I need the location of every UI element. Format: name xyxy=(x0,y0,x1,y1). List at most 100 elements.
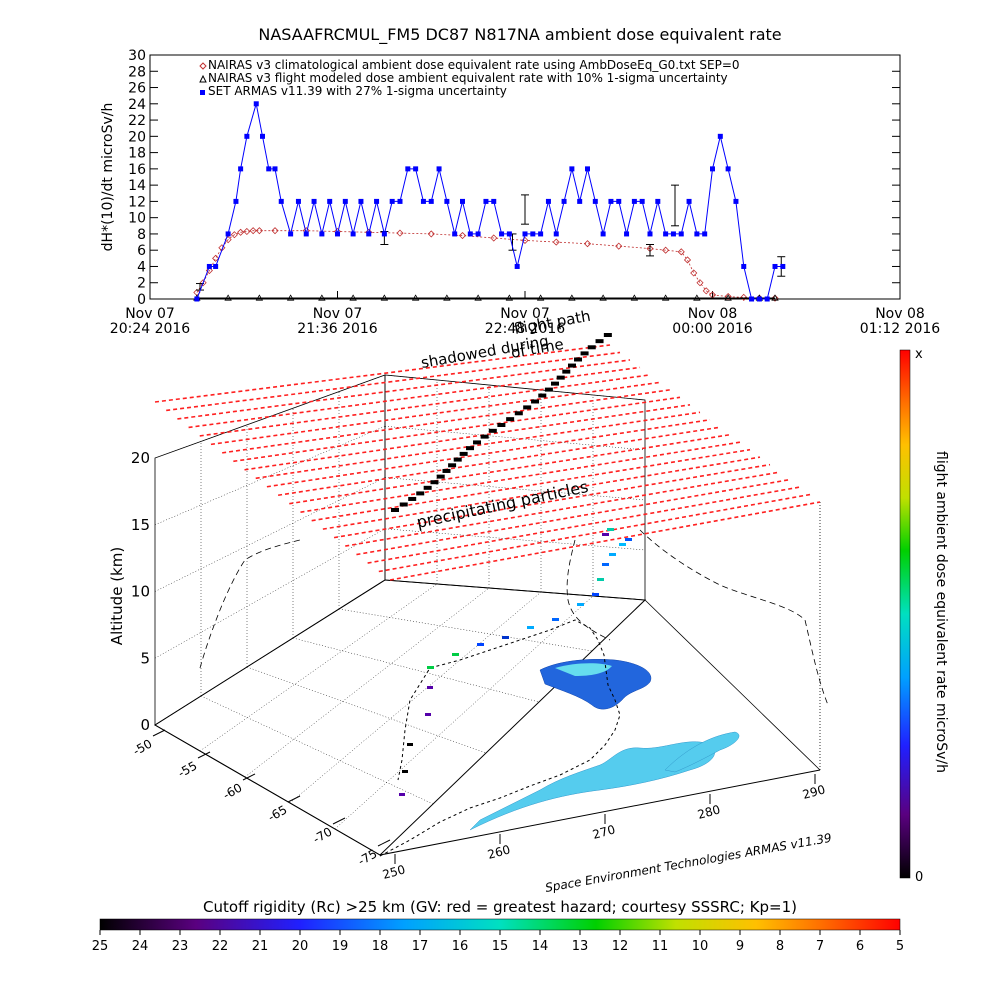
colorbar-tick-label: 15 xyxy=(492,939,509,954)
annotation-precipitating: precipitating particles xyxy=(415,477,590,532)
nairas-clim-point xyxy=(212,254,220,262)
colorbar-tick-label: 7 xyxy=(816,939,824,954)
shadowed-sample xyxy=(580,351,589,356)
armas-point xyxy=(561,198,567,204)
particle-layer-line xyxy=(356,478,791,556)
dose-sample xyxy=(527,626,534,629)
armas-point xyxy=(569,166,575,172)
nairas-flight-point xyxy=(693,294,701,301)
armas-point xyxy=(467,231,473,237)
floor-grid-line xyxy=(292,637,540,703)
armas-point xyxy=(585,166,590,172)
armas-point xyxy=(436,166,442,172)
armas-point xyxy=(244,133,250,139)
nairas-clim-point xyxy=(696,279,704,287)
particle-layer-line xyxy=(222,389,671,454)
armas-point xyxy=(253,101,259,107)
land-mass-patagonia xyxy=(664,731,740,773)
armas-point xyxy=(420,198,426,204)
lat-tick-label: -50 xyxy=(131,736,155,758)
shadowed-sample xyxy=(466,446,475,451)
shadowed-sample xyxy=(391,508,399,512)
armas-point xyxy=(278,198,284,204)
particle-layer-line xyxy=(311,448,751,522)
particle-layer-line xyxy=(177,359,631,420)
x-tick-label-date: Nov 07 xyxy=(500,306,550,322)
x-tick-label-time: 01:12 2016 xyxy=(860,321,941,337)
nairas-clim-point xyxy=(427,230,435,238)
shadowed-sample xyxy=(603,333,612,337)
armas-point xyxy=(303,231,309,237)
lat-tick-mark xyxy=(197,751,211,759)
particle-layer-line xyxy=(255,411,701,480)
shadowed-sample xyxy=(538,393,547,398)
armas-point xyxy=(717,133,723,139)
projection-center xyxy=(566,539,611,641)
projection-left xyxy=(199,539,301,669)
nairas-flight-point xyxy=(318,294,326,301)
y-tick-label: 2 xyxy=(137,276,146,292)
particle-layer-line xyxy=(378,493,811,573)
armas-point xyxy=(670,231,676,237)
shadowed-sample xyxy=(506,417,515,422)
dose-sample xyxy=(402,770,408,773)
floor-grid-line xyxy=(244,587,490,778)
armas-point xyxy=(624,231,630,237)
particle-layer-line xyxy=(333,463,771,539)
particle-layer-line xyxy=(389,501,821,581)
armas-point xyxy=(608,198,614,204)
colorbar-right-bottom-label: 0 xyxy=(915,870,923,885)
dose-sample xyxy=(602,563,609,566)
x-tick-label-time: 20:24 2016 xyxy=(110,321,191,337)
legend-entry: NAIRAS v3 flight modeled dose ambient eq… xyxy=(208,71,728,85)
shadowed-sample xyxy=(480,434,489,439)
precipitating-particle-layer xyxy=(154,344,821,581)
series-line-armas xyxy=(196,103,783,300)
y-tick-label: 6 xyxy=(137,243,146,259)
particle-layer-line xyxy=(367,486,801,564)
shadowed-sample xyxy=(556,375,565,380)
armas-point xyxy=(733,198,739,204)
lat-tick-label: -70 xyxy=(311,824,335,846)
shadowed-sample xyxy=(497,423,506,427)
nairas-clim-point xyxy=(490,234,498,242)
dose-sample xyxy=(427,686,433,689)
nairas-clim-point xyxy=(583,240,592,248)
dose-sample xyxy=(427,666,434,669)
lon-tick-label: 270 xyxy=(591,822,617,841)
particle-layer-line xyxy=(277,426,721,497)
nairas-clim-point xyxy=(683,256,692,264)
nairas-clim-point xyxy=(702,287,710,295)
lon-tick-label: 260 xyxy=(486,842,512,861)
floor-outline xyxy=(154,579,647,856)
lat-tick-mark xyxy=(152,729,166,737)
nairas-flight-point xyxy=(505,294,514,301)
colorbar-bottom-ticks: 25 24 23 22 21 20 19 18 17 16 15 14 13 12 11 10 9 8 7 6 5 xyxy=(92,930,904,954)
box-edge xyxy=(379,769,821,856)
colorbar-tick-label: 12 xyxy=(612,939,629,954)
dose-sample xyxy=(452,653,459,656)
nairas-clim-point xyxy=(521,236,529,245)
lat-tick-mark xyxy=(377,839,391,847)
armas-point xyxy=(225,231,231,237)
armas-point xyxy=(491,198,497,204)
armas-point xyxy=(553,231,559,237)
floor-grid-line xyxy=(246,666,487,754)
y-tick-label: 12 xyxy=(128,194,146,210)
armas-point xyxy=(266,166,272,172)
lon-tick-label: 250 xyxy=(381,862,407,881)
nairas-clim-point xyxy=(690,269,698,277)
altitude-ticks: 0 5 10 15 20 xyxy=(131,449,150,734)
floor-grid-line xyxy=(334,595,594,830)
shadowed-sample xyxy=(442,468,451,473)
y-tick-label: 26 xyxy=(128,81,146,97)
y-tick-label: 10 xyxy=(128,211,146,227)
particle-layer-line xyxy=(210,381,661,446)
y-tick-label: 16 xyxy=(128,162,146,178)
altitude-tick-label: 10 xyxy=(131,583,150,601)
nairas-clim-point xyxy=(552,238,560,246)
y-tick-label: 28 xyxy=(128,64,146,80)
nairas-flight-point xyxy=(630,294,639,301)
shadowed-sample xyxy=(544,387,553,392)
shadowed-sample xyxy=(453,457,462,462)
